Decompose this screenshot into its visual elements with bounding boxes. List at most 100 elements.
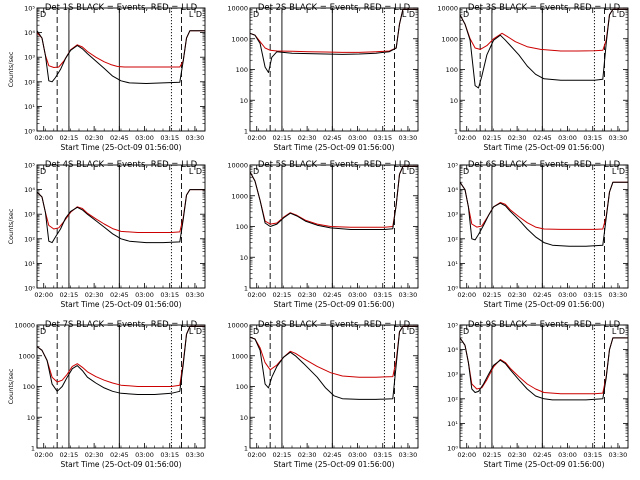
x-tick-label: 03:15 [160,134,179,142]
corner-label-right: L D [189,167,202,176]
x-tick-label: 03:30 [186,134,205,142]
x-axis-label: Start Time (25-Oct-09 01:56:00) [483,460,604,469]
x-tick-label: 02:30 [508,451,527,459]
x-tick-label: 03:00 [348,134,367,142]
y-tick-label: 10¹ [447,260,458,268]
x-tick-label: 03:30 [399,291,418,299]
corner-label-left: D [40,327,46,336]
x-tick-label: 03:30 [609,134,628,142]
x-tick-label: 02:00 [457,451,476,459]
y-tick-label: 10¹ [447,420,458,428]
x-tick-label: 02:15 [60,134,79,142]
x-tick-label: 02:15 [273,451,292,459]
x-tick-label: 03:15 [160,291,179,299]
series-line-2 [37,30,205,84]
x-tick-label: 03:00 [558,451,577,459]
x-tick-label: 03:00 [135,291,154,299]
x-tick-label: 02:45 [323,134,342,142]
y-tick-label: 10⁰ [447,285,458,293]
y-tick-label: 10⁰ [24,285,35,293]
x-tick-label: 02:45 [110,451,129,459]
x-axis-label: Start Time (25-Oct-09 01:56:00) [273,143,394,152]
x-axis-label: Start Time (25-Oct-09 01:56:00) [483,143,604,152]
y-tick-label: 10³ [24,54,35,62]
x-tick-label: 03:00 [135,451,154,459]
x-axis-label: Start Time (25-Oct-09 01:56:00) [60,460,181,469]
x-tick-label: 03:15 [583,451,602,459]
x-tick-label: 02:00 [457,134,476,142]
y-tick-label: 10² [447,395,458,403]
y-tick-label: 10000 [437,5,458,13]
x-tick-label: 02:30 [508,291,527,299]
y-tick-label: 10000 [227,162,248,170]
series-line-1 [460,8,628,52]
y-tick-label: 10 [240,254,248,262]
x-tick-label: 03:15 [583,291,602,299]
x-tick-label: 02:30 [85,291,104,299]
series-line-1 [250,165,418,228]
x-tick-label: 03:00 [348,291,367,299]
series-line-1 [250,325,418,378]
corner-label-left: D [253,10,259,19]
corner-label-right: L D [402,167,415,176]
y-tick-label: 1000 [231,35,248,43]
series-line-1 [460,337,628,395]
series-line-2 [250,325,418,400]
series-line-2 [37,189,205,244]
x-tick-label: 02:15 [60,291,79,299]
x-tick-label: 02:00 [247,451,266,459]
corner-label-right: L D [189,10,202,19]
series-line-2 [460,8,628,89]
x-tick-label: 03:30 [399,451,418,459]
series-line-2 [250,8,418,73]
plot-frame [249,324,419,449]
y-tick-label: 10⁴ [447,186,458,194]
corner-label-right: L D [402,327,415,336]
series-line-2 [460,337,628,401]
x-tick-label: 03:15 [373,451,392,459]
x-tick-label: 02:30 [85,451,104,459]
corner-label-right: L D [402,10,415,19]
y-tick-label: 10³ [24,211,35,219]
series-group [460,8,628,89]
x-tick-label: 02:00 [34,451,53,459]
corner-label-right: L D [612,327,625,336]
series-line-2 [250,165,418,230]
x-tick-label: 03:15 [373,134,392,142]
x-axis-label: Start Time (25-Oct-09 01:56:00) [483,300,604,309]
series-line-1 [37,189,205,233]
x-tick-label: 03:30 [609,291,628,299]
plot-frame [249,7,419,132]
series-line-2 [37,325,205,395]
x-tick-label: 02:30 [508,134,527,142]
plot-frame [36,164,206,289]
x-tick-label: 02:00 [34,134,53,142]
y-tick-label: 1 [244,445,248,453]
x-tick-label: 02:15 [60,451,79,459]
plot-frame [36,7,206,132]
x-tick-label: 02:30 [298,134,317,142]
y-axis-label: Counts/sec [7,368,15,404]
y-tick-label: 10⁴ [24,186,35,194]
y-tick-label: 10⁰ [447,445,458,453]
y-tick-label: 1000 [231,192,248,200]
x-axis-label: Start Time (25-Oct-09 01:56:00) [273,460,394,469]
x-tick-label: 03:15 [583,134,602,142]
series-line-2 [460,181,628,247]
x-tick-label: 02:45 [110,291,129,299]
y-tick-label: 1000 [18,352,35,360]
corner-label-left: D [253,167,259,176]
y-axis-label: Counts/sec [7,208,15,244]
x-axis-label: Start Time (25-Oct-09 01:56:00) [60,143,181,152]
corner-label-right: L D [612,10,625,19]
y-tick-label: 1000 [441,35,458,43]
x-tick-label: 02:15 [483,451,502,459]
plot-frame [36,324,206,449]
